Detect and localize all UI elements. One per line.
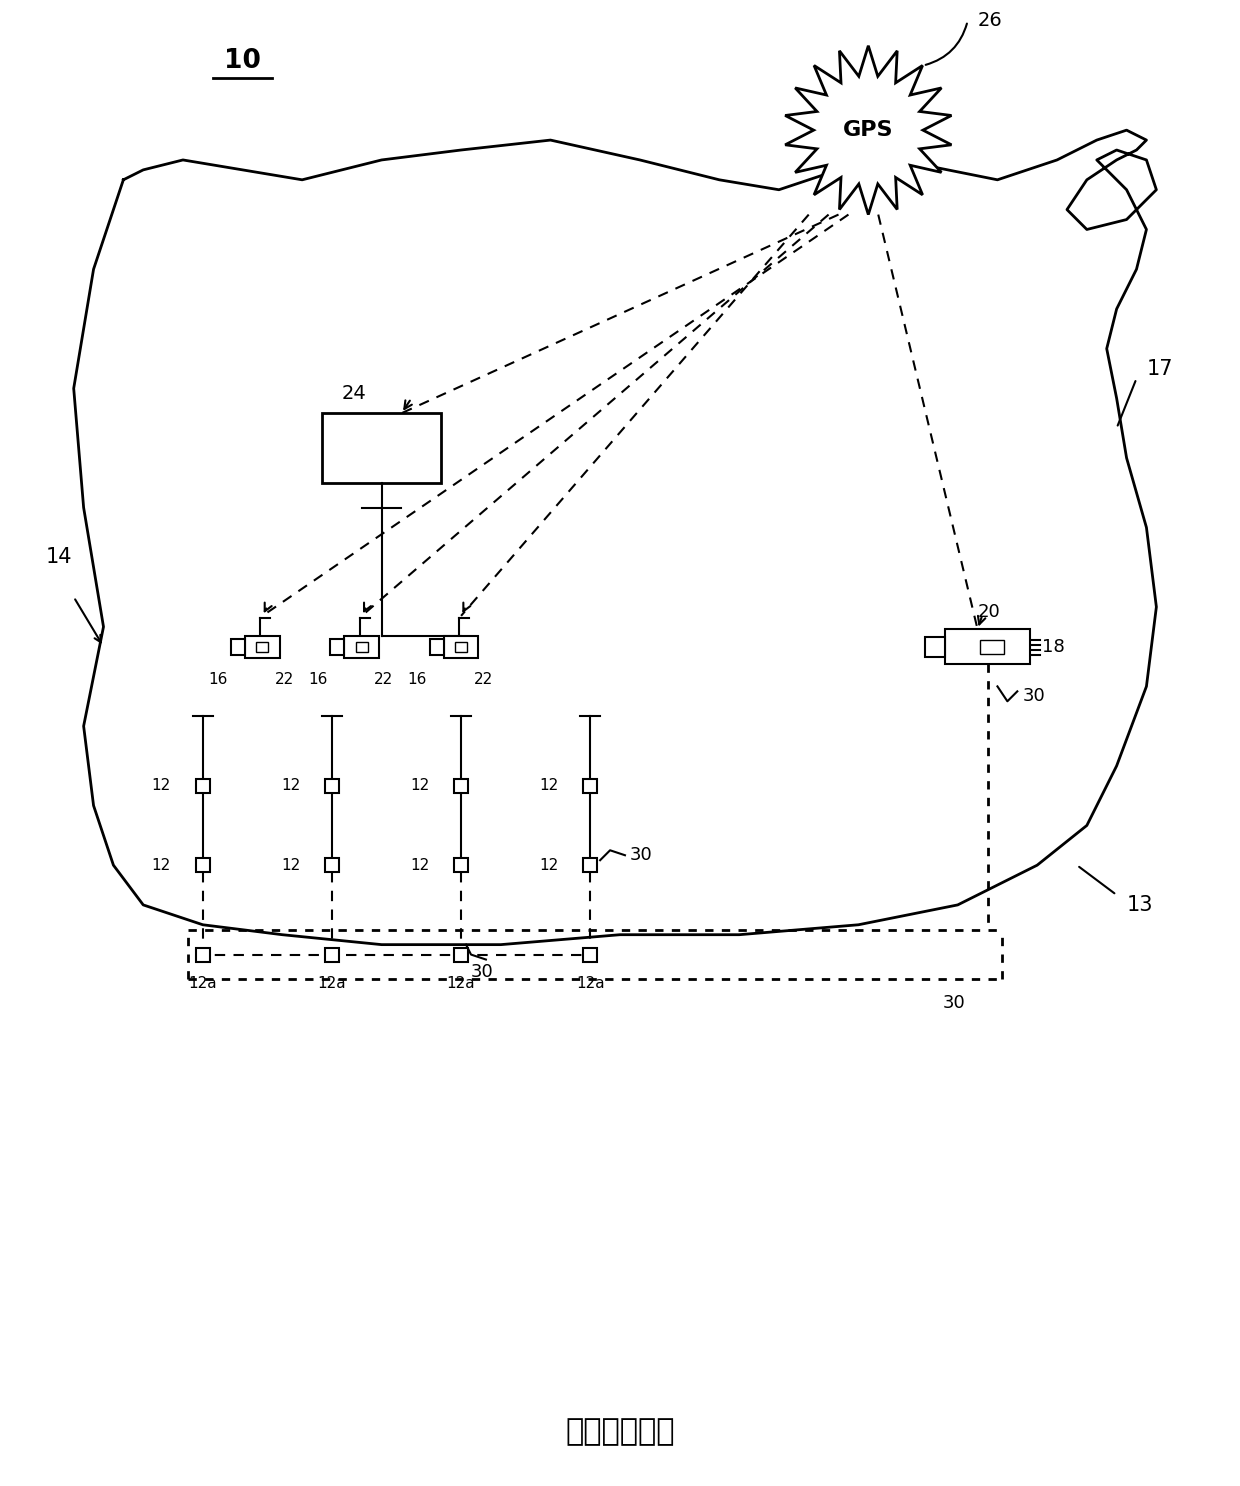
Text: 12a: 12a xyxy=(317,976,346,991)
Bar xyxy=(583,948,598,961)
Bar xyxy=(430,639,444,655)
Text: 12: 12 xyxy=(281,779,300,794)
Text: 22: 22 xyxy=(275,673,294,688)
Bar xyxy=(196,948,210,961)
Bar xyxy=(455,642,467,652)
Text: 17: 17 xyxy=(1147,358,1173,379)
Bar xyxy=(325,859,339,872)
Text: 16: 16 xyxy=(308,673,327,688)
Text: 30: 30 xyxy=(942,994,966,1012)
Text: 24: 24 xyxy=(342,385,367,403)
Text: 26: 26 xyxy=(977,12,1002,30)
Text: 30: 30 xyxy=(1022,688,1045,706)
Text: 12: 12 xyxy=(281,857,300,872)
Bar xyxy=(257,642,268,652)
Bar xyxy=(246,636,280,658)
Bar xyxy=(945,629,1029,664)
Bar xyxy=(322,413,441,483)
Text: 30: 30 xyxy=(471,963,494,981)
Bar xyxy=(356,642,368,652)
Text: 12: 12 xyxy=(539,857,558,872)
Text: （背景技术）: （背景技术） xyxy=(565,1416,675,1446)
Text: 16: 16 xyxy=(208,673,228,688)
Bar xyxy=(454,948,467,961)
Bar xyxy=(583,859,598,872)
Bar xyxy=(454,859,467,872)
Bar xyxy=(325,948,339,961)
Bar xyxy=(980,639,1004,654)
Text: 12: 12 xyxy=(151,779,171,794)
Bar xyxy=(330,639,345,655)
Polygon shape xyxy=(785,46,951,214)
Bar xyxy=(925,636,945,657)
Text: 13: 13 xyxy=(1127,895,1153,915)
Text: 16: 16 xyxy=(408,673,427,688)
Text: 20: 20 xyxy=(977,603,1001,621)
Text: 12a: 12a xyxy=(575,976,605,991)
Bar xyxy=(196,779,210,792)
Bar xyxy=(345,636,379,658)
Text: 22: 22 xyxy=(474,673,492,688)
Text: 12a: 12a xyxy=(188,976,217,991)
Text: GPS: GPS xyxy=(843,120,894,140)
Text: 30: 30 xyxy=(630,846,652,865)
Text: 18: 18 xyxy=(1042,637,1064,655)
Text: 22: 22 xyxy=(374,673,393,688)
Bar xyxy=(325,779,339,792)
Text: 10: 10 xyxy=(224,48,260,74)
Bar xyxy=(231,639,246,655)
Bar xyxy=(583,779,598,792)
Bar xyxy=(454,779,467,792)
Bar xyxy=(444,636,479,658)
Text: 12: 12 xyxy=(151,857,171,872)
Text: 14: 14 xyxy=(46,547,72,568)
Text: 12a: 12a xyxy=(446,976,475,991)
Bar xyxy=(196,859,210,872)
Text: 12: 12 xyxy=(410,857,429,872)
Text: 12: 12 xyxy=(539,779,558,794)
Text: 12: 12 xyxy=(410,779,429,794)
